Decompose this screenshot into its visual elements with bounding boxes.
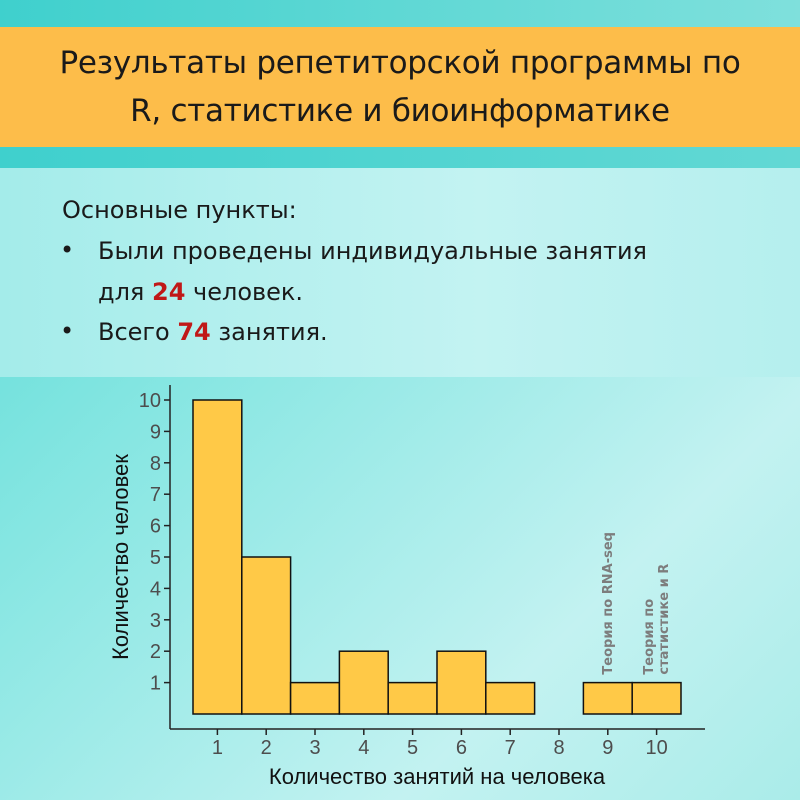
y-tick-label-3: 3 [150, 610, 161, 632]
y-axis-title: Количество человек [108, 454, 133, 660]
annotation-group: Теория по RNA-seq Теория по статистике и R [601, 532, 672, 675]
y-tick-label-5: 5 [150, 547, 161, 569]
y-tick-label-9: 9 [150, 421, 161, 443]
y-tick-label-7: 7 [150, 484, 161, 506]
bullet-item-1-suffix: человек. [185, 278, 304, 306]
x-tick-label-7: 7 [505, 737, 516, 759]
sessions-count-value: 74 [177, 318, 211, 346]
page-title: Результаты репетиторской программы по R,… [10, 39, 790, 135]
bullet-item-2: Всего 74 занятия. [98, 312, 328, 353]
x-tick-label-10: 10 [645, 737, 667, 759]
bullet-marker-1: • [60, 236, 75, 264]
bar-5 [387, 681, 438, 715]
title-banner: Результаты репетиторской программы по R,… [0, 27, 800, 147]
key-points-heading: Основные пункты: [62, 196, 297, 224]
bullet-marker-2: • [60, 317, 75, 345]
x-tick-label-4: 4 [358, 737, 369, 759]
x-tick-label-3: 3 [309, 737, 320, 759]
y-tick-group: 1 2 3 4 5 6 7 8 9 10 [139, 390, 170, 695]
page-title-line2: R, статистике и биоинформатике [130, 93, 670, 129]
band-strip [0, 147, 800, 168]
x-tick-label-6: 6 [456, 737, 467, 759]
bar-6 [436, 650, 487, 715]
y-tick-label-8: 8 [150, 453, 161, 475]
x-axis-title: Количество занятий на человека [269, 764, 606, 789]
x-tick-label-2: 2 [261, 737, 272, 759]
bar-3 [289, 681, 341, 715]
annotation-10-line2: статистике и R [657, 564, 672, 675]
x-tick-label-9: 9 [602, 737, 613, 759]
annotation-9-line1: Теория по RNA-seq [601, 532, 616, 675]
bullet-item-1: Были проведены индивидуальные занятия дл… [98, 231, 647, 313]
top-decor-strip [0, 0, 800, 27]
page-title-line1: Результаты репетиторской программы по [59, 45, 741, 81]
y-tick-label-6: 6 [150, 516, 161, 538]
y-tick-label-10: 10 [139, 390, 161, 412]
x-tick-label-5: 5 [407, 737, 418, 759]
people-count-value: 24 [152, 278, 186, 306]
histogram-chart: Теория по RNA-seq Теория по статистике и R… [108, 385, 705, 789]
bar-4 [338, 650, 389, 715]
y-tick-label-1: 1 [150, 673, 161, 695]
annotation-10-line1: Теория по [642, 599, 657, 675]
bullet-item-2-prefix: Всего [98, 318, 178, 346]
bullet-item-2-suffix: занятия. [210, 318, 328, 346]
bullet-item-1-prefix: для [98, 278, 152, 306]
bar-9 [582, 681, 633, 715]
key-points-panel [0, 168, 800, 377]
bar-group [192, 399, 682, 715]
bar-2 [241, 556, 292, 715]
bullet-item-1-line1: Были проведены индивидуальные занятия [98, 237, 647, 265]
bar-1 [192, 399, 243, 715]
x-tick-group: 1 2 3 4 5 6 7 8 9 10 [212, 729, 668, 759]
y-tick-label-2: 2 [150, 641, 161, 663]
y-tick-label-4: 4 [150, 578, 161, 600]
bar-7 [485, 681, 536, 715]
x-tick-label-8: 8 [553, 737, 564, 759]
x-tick-label-1: 1 [212, 737, 223, 759]
bar-10 [631, 681, 682, 715]
bullet-item-1-line2: для 24 человек. [98, 272, 647, 313]
